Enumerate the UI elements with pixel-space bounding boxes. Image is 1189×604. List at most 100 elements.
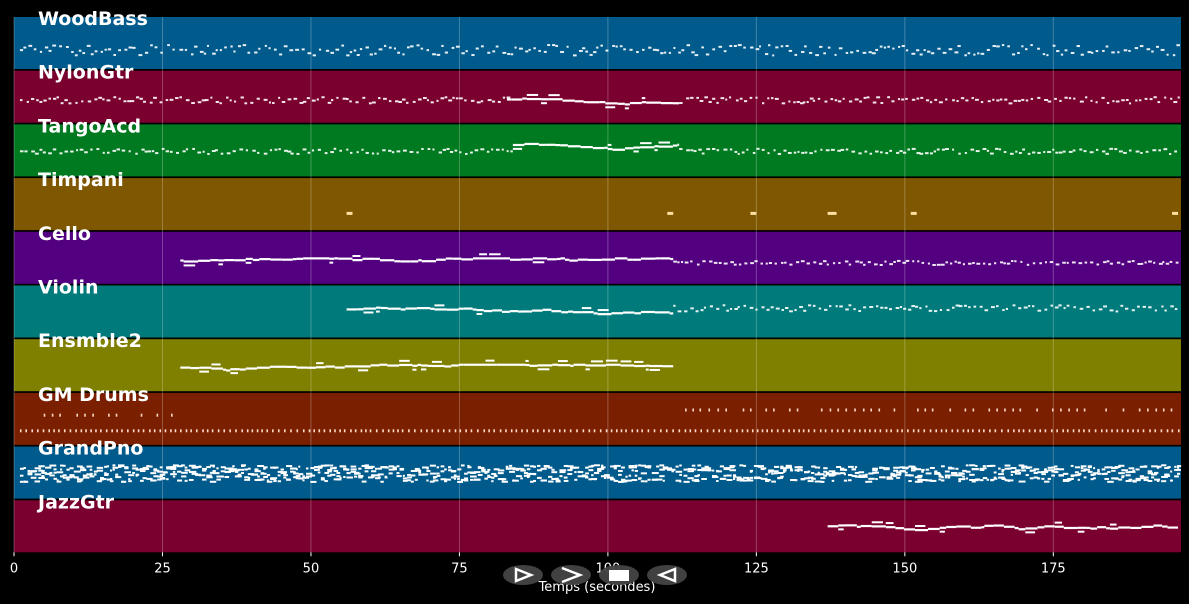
note: [819, 45, 823, 48]
note: [1095, 50, 1099, 53]
back-triangle-button[interactable]: [647, 565, 687, 585]
drum-hit: [1138, 408, 1141, 412]
drum-hit: [75, 429, 77, 433]
note: [1025, 466, 1033, 469]
note: [872, 469, 878, 472]
note: [572, 54, 577, 57]
note: [1090, 261, 1094, 264]
note: [901, 45, 905, 48]
note: [1083, 468, 1088, 471]
note: [880, 151, 883, 154]
note: [102, 151, 105, 154]
note: [511, 98, 523, 101]
note: [1147, 479, 1153, 482]
note: [890, 472, 894, 475]
drum-hit: [742, 408, 745, 412]
note: [311, 99, 316, 102]
note: [1169, 260, 1173, 263]
note: [53, 97, 57, 100]
note: [210, 96, 213, 99]
note: [121, 480, 127, 483]
note: [538, 49, 541, 52]
drum-hit: [1142, 429, 1145, 433]
note: [458, 307, 464, 310]
track-band-timpani: [14, 178, 1181, 231]
note: [295, 475, 301, 478]
note: [574, 478, 578, 481]
note: [1054, 465, 1058, 468]
note: [993, 477, 998, 480]
note: [793, 151, 797, 154]
drum-hit: [862, 408, 865, 412]
note: [729, 307, 733, 310]
note: [302, 100, 307, 103]
note: [700, 309, 704, 312]
note: [1156, 479, 1160, 482]
note: [647, 478, 651, 481]
note: [290, 470, 295, 473]
note: [220, 152, 224, 155]
note: [917, 478, 924, 481]
note: [393, 47, 396, 50]
note: [998, 473, 1004, 476]
drum-hit: [360, 429, 363, 433]
drum-hit: [750, 211, 757, 215]
note: [56, 479, 59, 482]
note: [489, 253, 501, 256]
play-triangle-button[interactable]: [503, 565, 543, 585]
drum-hit: [864, 429, 866, 433]
note: [487, 468, 491, 471]
note: [835, 305, 838, 308]
note: [621, 480, 626, 483]
note: [994, 262, 997, 265]
note: [1039, 262, 1043, 265]
note: [930, 52, 935, 55]
note: [436, 472, 440, 475]
note: [245, 149, 249, 152]
note: [1063, 526, 1078, 530]
note: [561, 311, 569, 314]
note: [444, 96, 448, 99]
note: [683, 474, 688, 477]
note: [1120, 304, 1124, 307]
note: [1026, 263, 1030, 266]
drum-hit: [69, 429, 72, 433]
note: [729, 44, 733, 47]
note: [69, 467, 74, 470]
note: [563, 464, 569, 467]
note: [1041, 473, 1046, 476]
note: [893, 469, 899, 472]
note: [212, 472, 220, 475]
drum-hit: [1060, 408, 1062, 412]
note: [388, 468, 395, 471]
note: [962, 263, 965, 266]
note: [485, 363, 497, 366]
note: [432, 148, 435, 151]
note: [270, 477, 278, 480]
note: [1158, 262, 1163, 265]
note: [843, 473, 846, 476]
note: [749, 306, 754, 309]
note: [448, 466, 451, 469]
note: [820, 477, 826, 480]
note: [780, 467, 788, 470]
note: [737, 44, 742, 47]
note: [327, 101, 332, 104]
note: [545, 143, 556, 146]
note: [860, 524, 872, 528]
note: [781, 309, 784, 312]
forward-chevron-button[interactable]: [551, 565, 591, 585]
note: [749, 476, 753, 479]
note: [803, 309, 807, 312]
note: [783, 149, 787, 152]
note: [202, 469, 207, 472]
note: [361, 148, 364, 151]
stop-square-button[interactable]: [599, 565, 639, 585]
drum-hit: [115, 413, 118, 417]
note: [89, 468, 93, 471]
note: [1018, 307, 1022, 310]
note: [729, 96, 732, 99]
note: [818, 262, 823, 265]
note: [945, 98, 948, 101]
